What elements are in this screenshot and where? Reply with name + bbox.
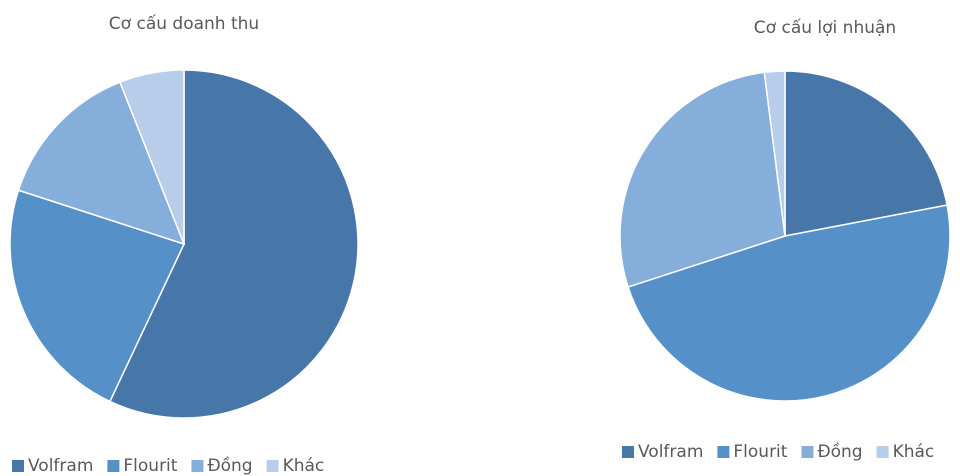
legend-label: Khác xyxy=(893,442,935,462)
legend-swatch xyxy=(876,446,889,458)
pie-slice xyxy=(619,71,786,288)
legend-swatch xyxy=(801,446,814,458)
legend-label: Đồng xyxy=(207,455,252,476)
legend-swatch xyxy=(191,460,204,472)
legend-swatch xyxy=(12,460,24,472)
chart-title: Cơ cấu doanh thu xyxy=(109,13,259,34)
pie-slice xyxy=(108,69,359,419)
pie-slice xyxy=(763,70,786,237)
pie-slice xyxy=(17,81,186,246)
legend-label: Khác xyxy=(283,456,325,476)
legend-label: Volfram xyxy=(28,456,93,476)
pie-slice xyxy=(9,189,186,403)
pie-slice xyxy=(627,204,951,402)
pie-slice xyxy=(784,70,948,237)
legend-label: Flourit xyxy=(733,442,787,462)
legend-swatch xyxy=(717,446,730,458)
legend-label: Flourit xyxy=(123,456,177,476)
legend-swatch xyxy=(622,446,634,458)
chart-title: Cơ cấu lợi nhuận xyxy=(754,17,896,38)
legend-swatch xyxy=(266,460,279,472)
pie-slice xyxy=(118,69,185,245)
legend-swatch xyxy=(107,460,120,472)
legend-label: Volfram xyxy=(638,442,703,462)
legend-label: Đồng xyxy=(817,441,862,462)
